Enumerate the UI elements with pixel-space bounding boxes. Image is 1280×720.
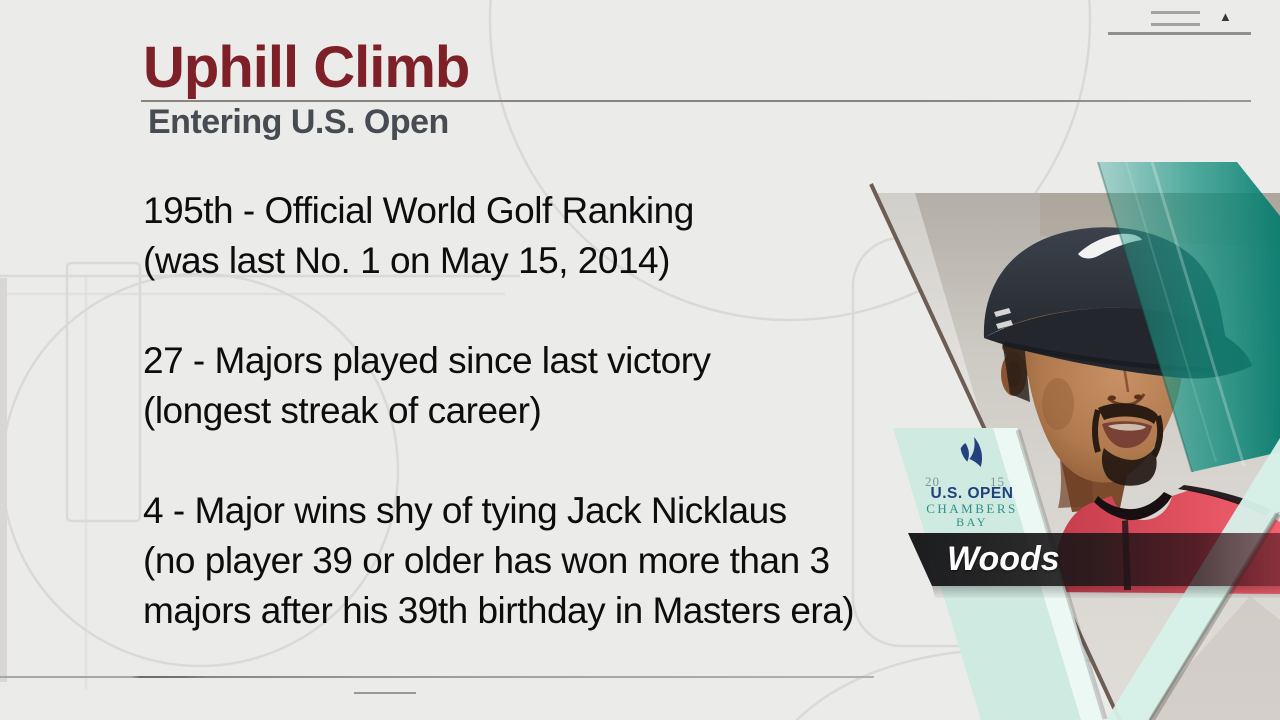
stat-block-world-ranking: 195th - Official World Golf Ranking (was… [143,186,694,286]
nike-swoosh-icon [1078,233,1142,259]
bottom-rule [0,676,874,678]
logo-year-left: 20 [925,474,940,489]
us-open-logo: 20 15 U.S. OPEN CHAMBERS BAY [895,430,1049,540]
page-title: Uphill Climb [143,35,470,100]
title-underline [141,100,1251,102]
subtitle: Entering U.S. Open [148,103,449,141]
stat-line: 27 - Majors played since last victory [143,340,711,381]
stat-line: majors after his 39th birthday in Master… [143,590,855,631]
stat-line: 4 - Major wins shy of tying Jack Nicklau… [143,490,787,531]
collapse-arrow-icon: ▲ [1219,9,1232,24]
teal-accent-shape [1097,161,1280,473]
logo-venue-line1: CHAMBERS [926,501,1018,516]
stat-line: (longest streak of career) [143,390,542,431]
stat-line: (was last No. 1 on May 15, 2014) [143,240,670,281]
mint-accent-band [1106,438,1280,720]
us-open-sail-icon [960,437,983,467]
logo-year-right: 15 [990,474,1005,489]
red-polo-shirt [1048,490,1280,594]
logo-venue-line2: BAY [956,515,988,529]
bottom-rule-short [354,692,416,694]
ticker-line [1151,23,1200,26]
stat-line: 195th - Official World Golf Ranking [143,190,694,231]
stat-block-major-wins: 4 - Major wins shy of tying Jack Nicklau… [143,486,855,636]
ticker-line [1151,11,1200,14]
black-cap [983,227,1226,340]
player-name-label: Woods [947,539,1060,578]
ticker-rule [1108,32,1251,35]
stat-block-majors-played: 27 - Majors played since last victory (l… [143,336,711,436]
stat-line: (no player 39 or older has won more than… [143,540,830,581]
logo-event-name: U.S. OPEN [930,485,1014,502]
